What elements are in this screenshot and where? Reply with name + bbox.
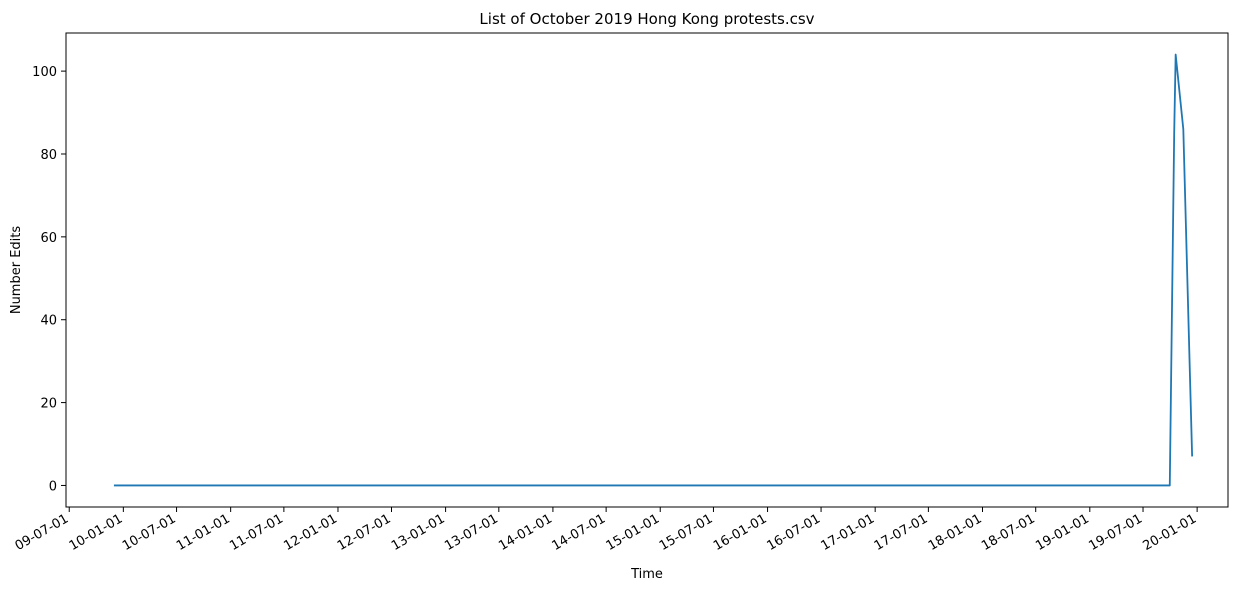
y-axis-label: Number Edits bbox=[9, 226, 24, 315]
x-tick-label: 12-01-01 bbox=[281, 511, 340, 553]
x-tick-label: 18-07-01 bbox=[979, 511, 1038, 553]
x-tick-label: 13-07-01 bbox=[442, 511, 501, 553]
y-tick-label: 60 bbox=[40, 231, 57, 246]
x-tick-label: 13-01-01 bbox=[389, 511, 448, 553]
x-tick-label: 10-01-01 bbox=[67, 511, 126, 553]
x-tick-label: 11-07-01 bbox=[227, 511, 286, 553]
x-tick-label: 20-01-01 bbox=[1141, 511, 1200, 553]
x-tick-label: 10-07-01 bbox=[120, 511, 179, 553]
x-tick-label: 19-07-01 bbox=[1086, 511, 1145, 553]
x-tick-label: 16-07-01 bbox=[764, 511, 823, 553]
x-tick-label: 12-07-01 bbox=[335, 511, 394, 553]
y-tick-label: 40 bbox=[40, 314, 57, 329]
x-tick-label: 11-01-01 bbox=[174, 511, 233, 553]
series-line bbox=[113, 53, 1194, 487]
x-tick-label: 17-07-01 bbox=[872, 511, 931, 553]
x-tick-label: 15-07-01 bbox=[657, 511, 716, 553]
x-tick-label: 16-01-01 bbox=[711, 511, 770, 553]
x-axis-label: Time bbox=[630, 567, 663, 582]
chart-title: List of October 2019 Hong Kong protests.… bbox=[479, 10, 814, 28]
y-tick-label: 80 bbox=[40, 148, 57, 163]
plot-frame bbox=[65, 32, 1229, 508]
y-tick-label: 20 bbox=[40, 397, 57, 412]
x-tick-label: 19-01-01 bbox=[1033, 511, 1092, 553]
y-tick-label: 0 bbox=[49, 479, 57, 494]
x-tick-label: 15-01-01 bbox=[604, 511, 663, 553]
x-axis: 09-07-0110-01-0110-07-0111-01-0111-07-01… bbox=[13, 507, 1200, 554]
x-tick-label: 18-01-01 bbox=[926, 511, 985, 553]
x-tick-label: 09-07-01 bbox=[13, 511, 72, 553]
y-tick-label: 100 bbox=[32, 65, 57, 80]
series-layer bbox=[113, 53, 1194, 487]
x-tick-label: 14-07-01 bbox=[550, 511, 609, 553]
y-axis: 0 20 40 60 80 100 bbox=[32, 65, 66, 494]
x-tick-label: 17-01-01 bbox=[819, 511, 878, 553]
x-tick-label: 14-01-01 bbox=[496, 511, 555, 553]
